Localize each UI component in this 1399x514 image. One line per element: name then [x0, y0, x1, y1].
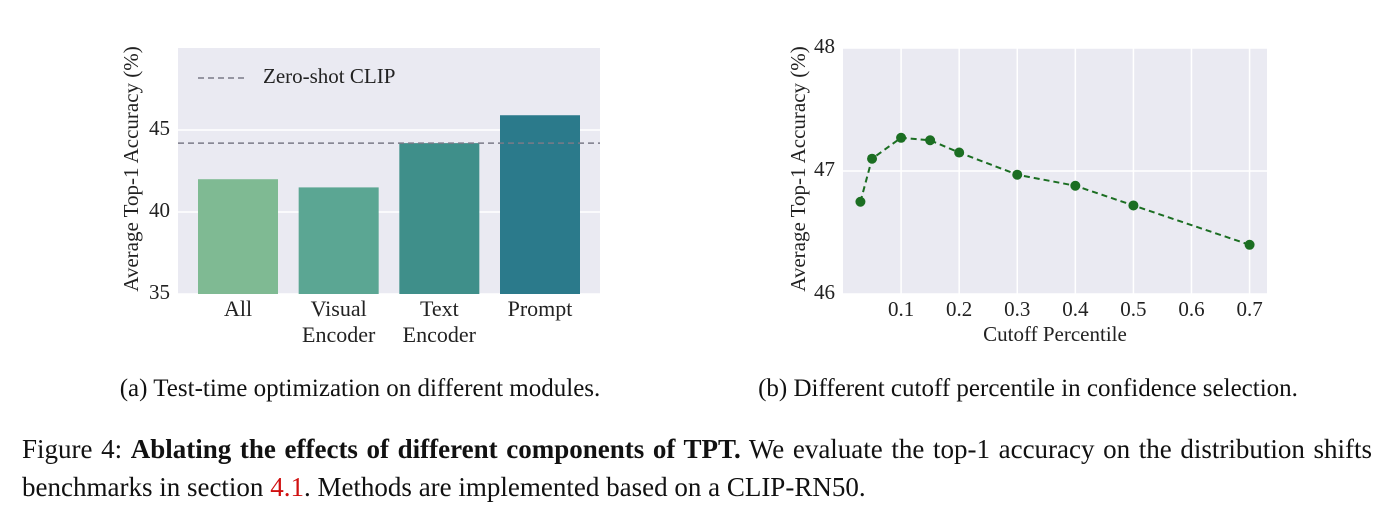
y-axis-label: Average Top-1 Accuracy (%) [119, 46, 143, 292]
point [1128, 200, 1139, 211]
y-tick-label: 35 [149, 280, 170, 304]
x-tick-label: Prompt [507, 296, 573, 321]
legend-label: Zero-shot CLIP [263, 64, 395, 88]
caption-text: We evaluate the top-1 accuracy on the di… [22, 434, 1372, 502]
x-tick-label: 0.6 [1178, 297, 1204, 321]
y-tick-label: 40 [149, 198, 170, 222]
figure-caption: Figure 4: Ablating the effects of differ… [22, 430, 1372, 506]
caption-label: Figure 4: [22, 434, 123, 464]
point [1244, 239, 1255, 250]
y-axis-label: Average Top-1 Accuracy (%) [786, 46, 810, 292]
caption-bold: Ablating the effects of different compon… [130, 434, 741, 464]
bar [399, 143, 480, 294]
caption-text: . Methods are implemented based on a CLI… [303, 472, 866, 502]
point [1012, 169, 1023, 180]
x-tick-label: 0.3 [1004, 297, 1030, 321]
x-axis-label: Cutoff Percentile [983, 322, 1127, 346]
point [855, 196, 866, 207]
x-tick-label: Visual Encoder [302, 296, 376, 347]
bar [198, 179, 278, 294]
x-tick-label: 0.4 [1062, 297, 1089, 321]
x-tick-label: 0.5 [1120, 297, 1146, 321]
point [867, 153, 878, 164]
point [896, 132, 907, 143]
point [925, 135, 936, 146]
x-tick-label: 0.2 [946, 297, 972, 321]
y-tick-label: 46 [814, 280, 835, 304]
bar [298, 187, 379, 294]
point [954, 147, 965, 158]
x-tick-label: 0.7 [1236, 297, 1262, 321]
subcaption: (b) Different cutoff percentile in confi… [758, 375, 1298, 402]
x-tick-label: All [223, 296, 253, 321]
caption-ref[interactable]: 4.1 [270, 472, 304, 502]
y-tick-label: 47 [814, 157, 835, 181]
y-tick-label: 48 [814, 34, 835, 58]
y-tick-label: 45 [149, 116, 170, 140]
point [1070, 180, 1081, 191]
x-tick-label: Text Encoder [402, 296, 476, 347]
subcaption: (a) Test-time optimization on different … [119, 375, 601, 402]
x-tick-label: 0.1 [888, 297, 914, 321]
bar [500, 115, 580, 295]
